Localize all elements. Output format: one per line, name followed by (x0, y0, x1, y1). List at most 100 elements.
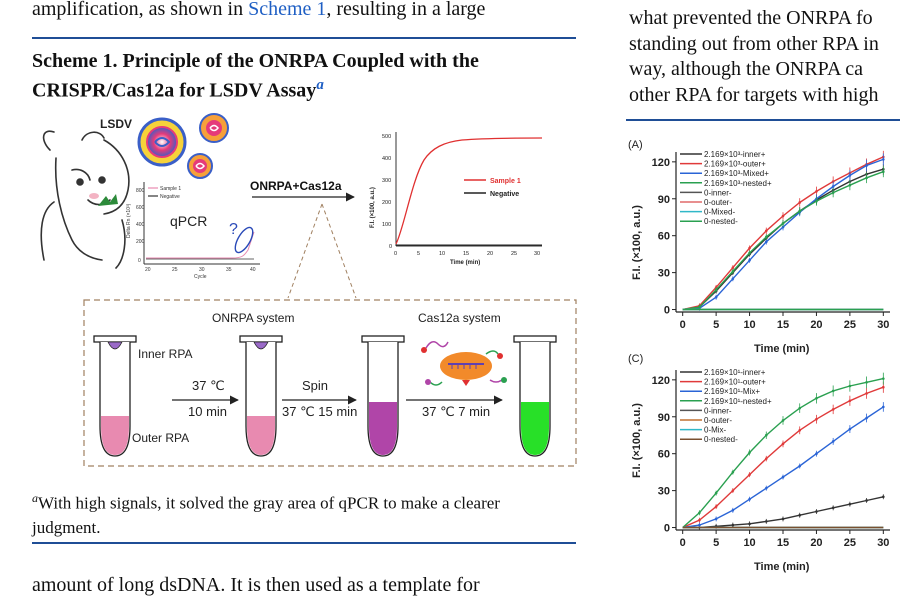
cow-illustration (40, 130, 130, 269)
data-point (731, 509, 735, 512)
data-point (781, 214, 785, 218)
data-point (865, 164, 868, 167)
fl-legend-negative: Negative (490, 191, 519, 198)
question-mark: ? (229, 221, 238, 238)
legend-entry: 0-outer- (704, 198, 732, 207)
data-point (798, 209, 802, 213)
data-point (698, 305, 701, 309)
virus-icon (199, 113, 229, 143)
data-point (831, 408, 835, 411)
x-tick-label: 5 (713, 537, 719, 549)
data-point (848, 427, 852, 431)
gray-area-highlight (234, 226, 254, 254)
data-point (748, 251, 751, 255)
qpcr-chart: Delta Rn (×10³) 800 600 400 200 0 20 25 … (126, 182, 260, 280)
data-point (748, 259, 751, 262)
x-tick-label: 15 (777, 537, 789, 549)
data-point (815, 510, 818, 513)
data-point (831, 440, 835, 443)
data-point (714, 288, 718, 292)
data-point (831, 180, 835, 183)
fl-ytick: 0 (389, 244, 392, 250)
qpcr-ylabel: Delta Rn (×10³) (126, 203, 132, 238)
data-point (764, 229, 768, 233)
cas12a-system-label: Cas12a system (418, 311, 501, 325)
qpcr-ytick: 0 (138, 258, 141, 264)
qpcr-xtick: 35 (226, 267, 232, 273)
data-point (731, 266, 735, 269)
scheme-1-link[interactable]: Scheme 1 (248, 0, 327, 20)
y-tick-label: 60 (658, 449, 670, 461)
fl-ytick: 400 (382, 156, 391, 162)
data-point (748, 473, 751, 476)
figure-top-rule (626, 119, 900, 121)
data-point (731, 470, 735, 474)
x-tick-label: 25 (844, 319, 856, 331)
data-point (882, 385, 885, 389)
qpcr-ytick: 200 (136, 239, 145, 245)
data-point (764, 240, 768, 244)
legend-entry: 2.169×10³-outer+ (704, 160, 766, 169)
fl-xtick: 0 (394, 251, 397, 257)
data-point (731, 523, 735, 527)
data-point (865, 499, 868, 502)
y-tick-label: 120 (652, 157, 670, 169)
y-tick-label: 0 (664, 305, 670, 317)
lsdv-label: LSDV (100, 117, 132, 131)
system-box (83, 299, 577, 467)
panel-a-ylabel: F.I. (×100, a.u.) (631, 205, 643, 280)
qpcr-ytick: 600 (136, 205, 145, 211)
fl-sample-curve (395, 137, 543, 245)
legend-entry: 2.169×10³-nested+ (704, 179, 772, 188)
scheme-figure: LSDV Delta Rn (×10³) 800 600 400 200 0 2… (40, 113, 577, 467)
data-point (748, 497, 751, 501)
data-point (731, 489, 735, 492)
outer-rpa-label: Outer RPA (132, 431, 189, 445)
fl-ytick: 500 (382, 134, 391, 140)
data-point (781, 225, 785, 229)
paragraph-top-line: amplification, as shown in Scheme 1, res… (32, 0, 486, 20)
data-point (815, 199, 818, 203)
step1-temp: 37 ℃ (192, 378, 225, 393)
data-point (798, 429, 802, 432)
data-point (714, 517, 718, 521)
data-point (815, 417, 818, 421)
x-tick-label: 15 (777, 319, 789, 331)
scheme-top-rule (32, 37, 576, 39)
x-tick-label: 10 (743, 537, 755, 549)
step3-cond: 37 ℃ 7 min (422, 404, 490, 419)
qpcr-xtick: 40 (250, 267, 256, 273)
y-tick-label: 90 (658, 412, 670, 424)
data-point (831, 185, 835, 188)
data-point (815, 190, 818, 193)
qpcr-legend-sample: Sample 1 (160, 186, 181, 192)
fl-xlabel: Time (min) (450, 260, 480, 266)
data-point (798, 201, 802, 204)
data-point (714, 505, 718, 508)
data-point (714, 491, 718, 495)
data-point (698, 523, 701, 527)
data-point (815, 397, 818, 400)
data-point (848, 502, 852, 506)
legend-entry: 0-Mixed- (704, 208, 735, 217)
legend-entry: 0-inner- (704, 406, 732, 415)
data-point (848, 183, 852, 187)
x-tick-label: 25 (844, 537, 856, 549)
data-point (764, 520, 768, 523)
data-point (798, 406, 802, 410)
data-point (731, 277, 735, 281)
data-point (781, 419, 785, 422)
grass-icon (98, 194, 118, 206)
data-point (748, 522, 751, 526)
qpcr-xtick: 30 (199, 267, 205, 273)
fl-legend-sample: Sample 1 (490, 178, 521, 185)
scheme-title: Scheme 1. Principle of the ONRPA Coupled… (32, 50, 479, 102)
fl-xtick: 25 (511, 251, 517, 257)
y-tick-label: 120 (652, 375, 670, 387)
data-point (748, 451, 751, 454)
data-point (865, 392, 868, 395)
data-point (781, 222, 785, 225)
fl-xtick: 20 (487, 251, 493, 257)
legend-entry: 0-nested- (704, 435, 738, 444)
x-tick-label: 0 (680, 537, 686, 549)
